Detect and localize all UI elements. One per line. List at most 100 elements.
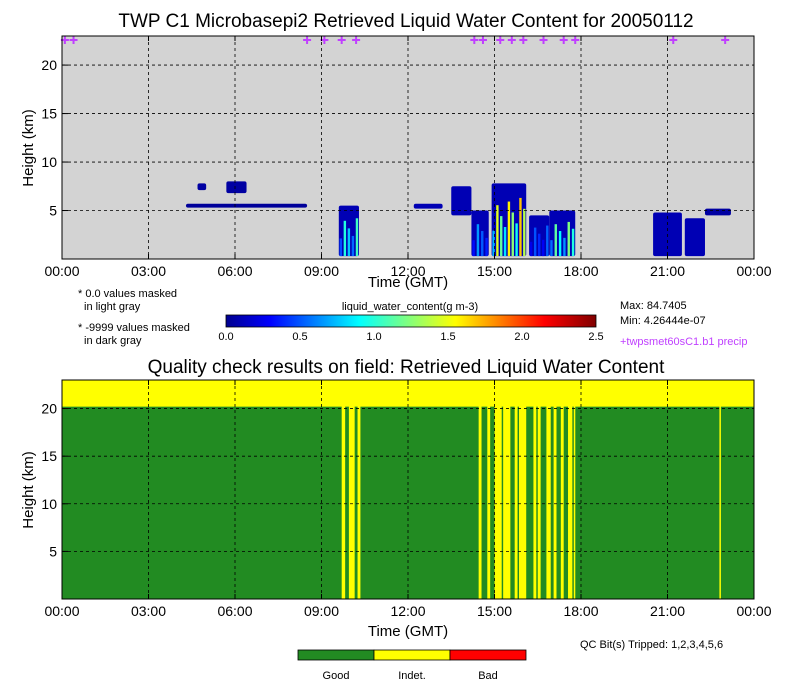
- qc-legend-label-1: Indet.: [398, 670, 426, 682]
- precip-mark-5: [352, 36, 361, 44]
- qc-chart-title: Quality check results on field: Retrieve…: [148, 357, 665, 378]
- cloud-region-base-5: [451, 186, 472, 216]
- cloud-streak-9-0: [550, 240, 553, 257]
- qc-xtick-label-7: 21:00: [650, 603, 685, 619]
- top-ytick-label-0: 5: [49, 203, 57, 219]
- cloud-region-base-2: [185, 203, 308, 208]
- qc-indet-band-12: [553, 380, 557, 599]
- qc-indet-band-16: [719, 380, 721, 599]
- qc-xtick-label-4: 12:00: [390, 603, 425, 619]
- qc-legend-swatch-0: [297, 649, 375, 661]
- top-precip-marks: [60, 36, 730, 44]
- qc-x-ticks: 00:00 03:00 06:00 09:00 12:00 15:00 18:00 21:00…: [44, 380, 772, 619]
- precip-mark-11: [539, 36, 548, 44]
- qc-indet-band-1: [348, 380, 355, 599]
- cloud-streak-3-4: [355, 218, 359, 257]
- qc-ytick-label-0: 5: [49, 543, 57, 559]
- top-xtick-label-2: 06:00: [217, 263, 252, 279]
- qc-indet-band-11: [546, 380, 551, 599]
- top-plot-background: [62, 36, 754, 259]
- cloud-streak-7-7: [519, 197, 522, 257]
- precip-mark-9: [507, 36, 516, 44]
- colorbar-label: liquid_water_content(g m-3): [342, 301, 478, 313]
- qc-indet-band-9: [533, 380, 537, 599]
- cloud-region-3: [338, 205, 359, 257]
- cloud-region-base-1: [226, 181, 247, 194]
- top-grid: [62, 36, 754, 259]
- min-value-text: Min: 4.26444e-07: [620, 315, 706, 327]
- top-xtick-label-6: 18:00: [563, 263, 598, 279]
- precip-legend-text: +twpsmet60sC1.b1 precip: [620, 336, 747, 348]
- top-cloud-marks: [185, 181, 731, 257]
- cloud-region-base-6: [471, 210, 489, 257]
- cloud-region-4: [413, 203, 443, 209]
- cloud-region-base-11: [684, 218, 705, 257]
- top-x-ticks: 00:00 03:00 06:00 09:00 12:00 15:00 18:00 21:00…: [44, 36, 772, 279]
- qc-indet-band-7: [514, 380, 518, 599]
- qc-xtick-label-5: 15:00: [477, 603, 512, 619]
- precip-mark-8: [496, 36, 505, 44]
- top-xtick-label-4: 12:00: [390, 263, 425, 279]
- cloud-region-8: [529, 215, 550, 257]
- colorbar-ticks: 0.0 0.5 1.0 1.5 2.0 2.5: [218, 331, 603, 343]
- top-xtick-label-8: 00:00: [736, 263, 771, 279]
- cloud-region-base-9: [549, 210, 576, 257]
- qc-xtick-label-1: 03:00: [131, 603, 166, 619]
- note-zero-masked: * 0.0 values masked: [78, 288, 177, 300]
- cloud-region-0: [197, 183, 207, 191]
- cloud-streak-8-3: [542, 239, 545, 257]
- cloud-streak-3-2: [347, 228, 351, 257]
- cloud-region-12: [704, 208, 731, 216]
- cloud-streak-6-0: [472, 240, 475, 257]
- cloud-streak-9-1: [554, 224, 557, 257]
- qc-x-axis-label: Time (GMT): [368, 623, 448, 640]
- precip-mark-6: [470, 36, 479, 44]
- colorbar-tick-2: 1.0: [366, 331, 381, 343]
- qc-indet-band-2: [357, 380, 361, 599]
- precip-mark-1: [69, 36, 78, 44]
- colorbar-tick-1: 0.5: [292, 331, 307, 343]
- cloud-streak-8-4: [546, 225, 549, 257]
- cloud-region-base-0: [197, 183, 207, 191]
- qc-indet-band-4: [487, 380, 491, 599]
- qc-legend: Good Indet. Bad: [297, 649, 527, 682]
- cloud-streak-7-2: [500, 216, 503, 257]
- precip-mark-15: [721, 36, 730, 44]
- max-value-text: Max: 84.7405: [620, 300, 687, 312]
- cloud-streak-7-4: [507, 201, 511, 257]
- cloud-region-11: [684, 218, 705, 257]
- top-xtick-label-3: 09:00: [304, 263, 339, 279]
- precip-mark-4: [337, 36, 346, 44]
- cloud-streak-7-5: [511, 212, 514, 257]
- precip-mark-14: [669, 36, 678, 44]
- precip-mark-2: [303, 36, 312, 44]
- top-xtick-label-0: 00:00: [44, 263, 79, 279]
- qc-indet-band-10: [537, 380, 541, 599]
- cloud-region-5: [451, 186, 472, 216]
- qc-legend-label-2: Bad: [478, 670, 498, 682]
- qc-legend-swatch-2: [449, 649, 527, 661]
- qc-legend-label-0: Good: [323, 670, 350, 682]
- cloud-streak-7-8: [523, 208, 526, 257]
- cloud-streak-3-0: [339, 238, 343, 257]
- cloud-streak-9-3: [563, 237, 566, 257]
- top-y-axis-label: Height (km): [20, 109, 37, 187]
- qc-y-axis-label: Height (km): [20, 451, 37, 529]
- note-missing-masked-2: in dark gray: [84, 335, 142, 347]
- cloud-region-2: [185, 203, 308, 208]
- cloud-streak-3-3: [351, 235, 355, 257]
- qc-indet-band-6: [503, 380, 511, 599]
- qc-indet-band-13: [560, 380, 564, 599]
- qc-xtick-label-3: 09:00: [304, 603, 339, 619]
- cloud-streak-6-1: [476, 224, 480, 257]
- cloud-streak-6-3: [485, 237, 488, 257]
- qc-bits-text: QC Bit(s) Tripped: 1,2,3,4,5,6: [580, 639, 723, 651]
- cloud-region-base-4: [413, 203, 443, 209]
- note-zero-masked-2: in light gray: [84, 301, 141, 313]
- top-y-ticks: 5 10 15 20: [41, 57, 68, 219]
- top-x-axis-label: Time (GMT): [368, 274, 448, 291]
- qc-ytick-label-1: 10: [41, 496, 57, 512]
- precip-mark-7: [478, 36, 487, 44]
- top-ytick-label-1: 10: [41, 154, 57, 170]
